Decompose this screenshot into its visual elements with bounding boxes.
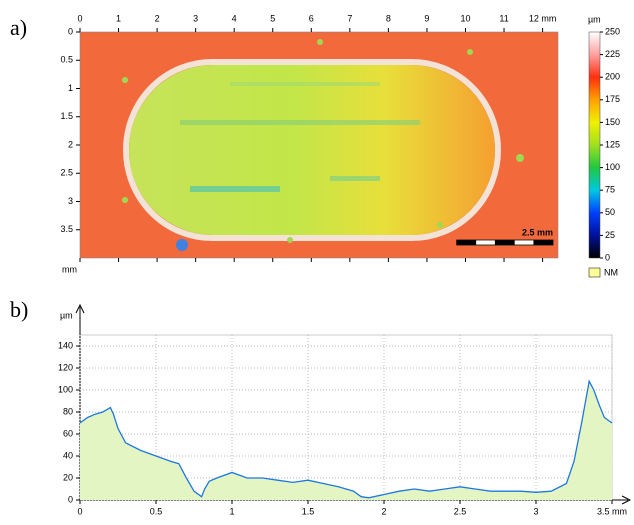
- x-tick-label: 0: [77, 506, 82, 516]
- legend-label: NM: [604, 267, 618, 277]
- x-tick-label: 8: [386, 13, 391, 23]
- colorbar-tick-label: 50: [605, 207, 615, 217]
- scale-bar-segment: [533, 239, 554, 246]
- y-tick-label: 100: [58, 384, 73, 394]
- y-tick-label: 60: [63, 428, 73, 438]
- colorbar-unit: µm: [588, 14, 601, 24]
- panel-label: b): [10, 297, 28, 322]
- y-tick-label: 0.5: [60, 55, 73, 65]
- colorbar-tick-label: 250: [605, 26, 620, 36]
- x-tick-label: 7: [347, 13, 352, 23]
- y-unit: µm: [60, 310, 73, 320]
- colorbar-tick-label: 125: [605, 139, 620, 149]
- scale-bar-segment: [456, 239, 477, 246]
- scale-bar: [456, 239, 554, 246]
- y-arrow: [75, 303, 85, 314]
- scale-bar-segment: [494, 239, 515, 246]
- colorbar-tick-label: 25: [605, 230, 615, 240]
- panel-label: a): [10, 15, 27, 40]
- profile-line: [79, 379, 613, 499]
- colorbar-tick-label: 75: [605, 185, 615, 195]
- x-tick-label: 0.5: [150, 506, 163, 516]
- y-tick-label: 120: [58, 362, 73, 372]
- scale-bar-segment: [475, 239, 496, 246]
- x-tick-label: 0: [77, 13, 82, 23]
- colorbar-tick-label: 225: [605, 49, 620, 59]
- x-tick-label: 5: [270, 13, 275, 23]
- y-tick-label: 1.5: [60, 111, 73, 121]
- y-tick-label: 20: [63, 472, 73, 482]
- x-tick-label: 2: [381, 506, 386, 516]
- y-tick-label: 40: [63, 450, 73, 460]
- x-tick-label: 6: [309, 13, 314, 23]
- x-arrow: [621, 495, 632, 505]
- y-tick-label: 1: [68, 83, 73, 93]
- x-tick-label: 10: [460, 13, 470, 23]
- y-tick-label: 80: [63, 406, 73, 416]
- x-tick-label: 11: [499, 13, 508, 23]
- area-fill: [80, 381, 612, 500]
- x-tick-label: 1: [229, 506, 234, 516]
- x-tick-label: 2: [155, 13, 160, 23]
- y-tick-label: 0: [68, 494, 73, 504]
- x-tick-label: 4: [232, 13, 237, 23]
- y-unit: mm: [62, 264, 77, 274]
- y-tick-label: 3: [68, 196, 73, 206]
- x-tick-label: 1.5: [302, 506, 315, 516]
- colorbar: [588, 31, 601, 259]
- x-tick-label: 3.5 mm: [597, 506, 627, 516]
- height-map: [80, 32, 558, 258]
- scale-bar-label: 2.5 mm: [522, 227, 553, 237]
- x-tick-label: 9: [424, 13, 429, 23]
- y-tick-label: 140: [58, 340, 73, 350]
- colorbar-tick-label: 175: [605, 94, 620, 104]
- y-tick-label: 0: [68, 26, 73, 36]
- x-tick-label: 3: [533, 506, 538, 516]
- legend-swatch: [588, 267, 601, 278]
- x-tick-label: 2.5: [454, 506, 467, 516]
- colorbar-tick-label: 150: [605, 117, 620, 127]
- colorbar-tick-label: 0: [605, 252, 610, 262]
- colorbar-tick-label: 200: [605, 72, 620, 82]
- x-tick-label: 12 mm: [529, 13, 557, 23]
- x-tick-label: 1: [116, 13, 121, 23]
- y-tick-label: 2: [68, 139, 73, 149]
- y-tick-label: 3.5: [60, 224, 73, 234]
- colorbar-tick-label: 100: [605, 162, 620, 172]
- y-tick-label: 2.5: [60, 168, 73, 178]
- scale-bar-segment: [514, 239, 534, 246]
- x-tick-label: 3: [193, 13, 198, 23]
